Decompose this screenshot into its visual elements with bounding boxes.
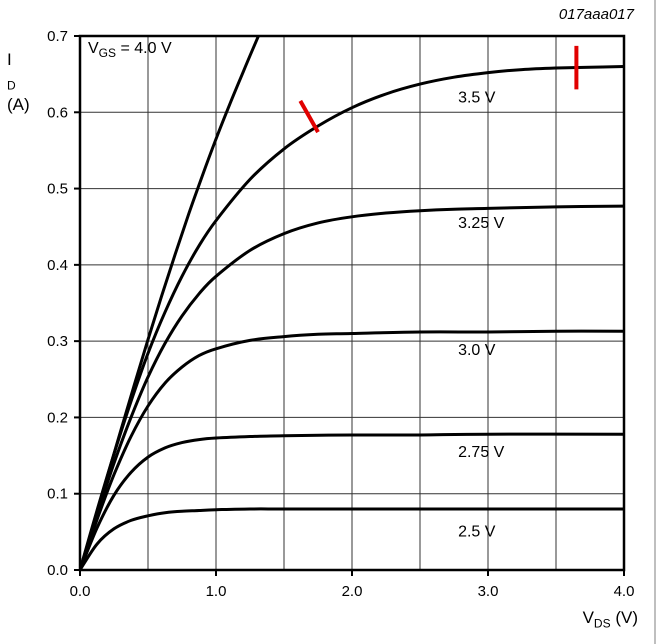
x-axis-label: VDS (V) xyxy=(583,608,638,630)
curve-label-2.5V: 2.5 V xyxy=(458,523,496,540)
y-axis-unit: (A) xyxy=(7,95,30,115)
red-marker-1 xyxy=(298,99,320,134)
curve-label-3.25V: 3.25 V xyxy=(458,215,505,232)
x-tick-label: 3.0 xyxy=(478,583,499,600)
curve-vgs-3.25-v xyxy=(80,204,624,570)
vgs-top-curve-label: VGS = 4.0 V xyxy=(88,40,172,60)
tick-labels: 0.0 1.0 2.0 3.0 4.0 0.0 0.1 0.2 0.3 0.4 0.5 0.6 0.7 xyxy=(47,28,634,600)
y-tick-label: 0.4 xyxy=(47,257,68,274)
curve-vgs-3.0-v xyxy=(80,329,624,570)
y-tick-label: 0.5 xyxy=(47,181,68,198)
curve-vgs-3.5-v xyxy=(80,65,624,570)
x-tick-label: 1.0 xyxy=(206,583,227,600)
gate-subscript: GS xyxy=(98,46,117,61)
y-tick-label: 0.0 xyxy=(47,562,68,579)
x-tick-label: 0.0 xyxy=(70,583,91,600)
curves xyxy=(80,36,624,570)
y-tick-label: 0.7 xyxy=(47,28,68,45)
annotations xyxy=(298,45,579,134)
y-tick-label: 0.1 xyxy=(47,486,68,503)
curve-vgs-2.75-v xyxy=(80,432,624,570)
x-tick-label: 4.0 xyxy=(614,583,635,600)
x-axis-unit: (V) xyxy=(615,608,638,627)
gate-symbol: V xyxy=(88,40,99,57)
curve-label-3.0V: 3.0 V xyxy=(458,342,496,359)
x-axis-subscript: DS xyxy=(593,616,611,631)
curve-labels: 3.5 V 3.25 V 3.0 V 2.75 V 2.5 V xyxy=(458,89,505,540)
grid xyxy=(80,36,624,570)
x-axis-symbol: V xyxy=(582,608,594,627)
y-tick-label: 0.2 xyxy=(47,409,68,426)
figure-id: 017aaa017 xyxy=(558,6,634,23)
gate-value: = 4.0 V xyxy=(116,40,172,57)
y-axis-symbol: I xyxy=(7,50,12,69)
curve-label-2.75V: 2.75 V xyxy=(458,444,505,461)
y-tick-label: 0.3 xyxy=(47,333,68,350)
plot-border xyxy=(78,34,626,572)
y-axis-subscript: D xyxy=(7,78,16,93)
axis-ticks xyxy=(74,35,625,576)
curve-vgs-2.5-v xyxy=(80,507,624,570)
curve-label-3.5V: 3.5 V xyxy=(458,89,496,106)
x-tick-label: 2.0 xyxy=(342,583,363,600)
y-tick-label: 0.6 xyxy=(47,104,68,121)
